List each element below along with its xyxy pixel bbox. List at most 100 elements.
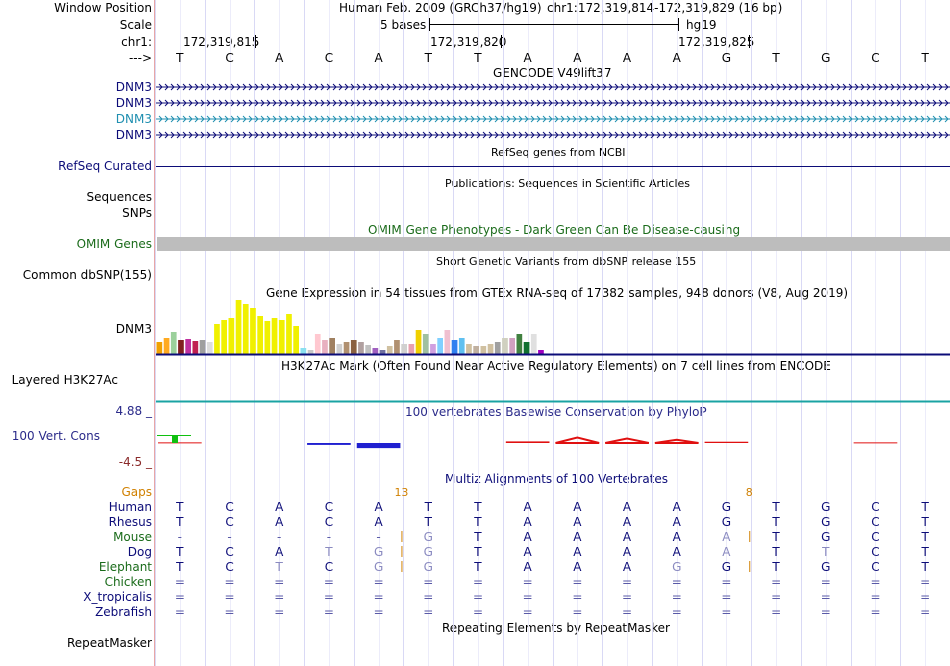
gencode-track-title: GENCODE V49lift37 [493,66,612,80]
multiz-aligned-base: = [721,605,731,619]
gtex-tissue-bar [473,346,479,354]
base-letter: A [374,51,383,65]
gtex-tissue-bar [444,330,451,354]
gtex-tissue-bar [156,342,163,354]
gtex-tissue-bar [192,341,199,354]
publications-track-title: Publications: Sequences in Scientific Ar… [445,177,690,190]
base-letter: A [275,51,284,65]
multiz-aligned-base: T [920,560,929,574]
gtex-tissue-bar [523,342,530,354]
base-letter: C [871,51,879,65]
species-label-zebrafish[interactable]: Zebrafish [95,605,152,619]
base-letter: A [673,51,682,65]
multiz-aligned-base: A [623,560,632,574]
multiz-gap-count: 13 [394,486,408,499]
species-label-xtropicalis[interactable]: X_tropicalis [83,590,152,604]
multiz-aligned-base: T [771,530,780,544]
multiz-aligned-base: T [771,500,780,514]
gencode-item-label[interactable]: DNM3 [115,80,152,94]
gencode-item-label[interactable]: DNM3 [115,96,152,110]
multiz-aligned-base: = [225,590,235,604]
publications-sequences-label[interactable]: Sequences [86,190,152,204]
multiz-aligned-base: A [673,500,682,514]
phylop-track-label[interactable]: 100 Vert. Cons [11,429,100,443]
gtex-tissue-bar [206,342,213,354]
gtex-tissue-bar [214,324,220,354]
species-label-dog[interactable]: Dog [127,545,152,559]
base-letter: T [771,51,780,65]
dbsnp-track-label[interactable]: Common dbSNP(155) [22,268,152,282]
multiz-aligned-base: A [524,500,533,514]
multiz-aligned-base: = [572,605,582,619]
species-label-chicken[interactable]: Chicken [104,575,152,589]
multiz-aligned-base: G [672,560,681,574]
gtex-tissue-bar [422,334,429,354]
multiz-aligned-base: = [175,590,185,604]
multiz-aligned-base: A [524,515,533,529]
base-letter: A [573,51,582,65]
phylop-score-mark [654,438,699,444]
publications-snps-label[interactable]: SNPs [122,206,152,220]
multiz-aligned-base: T [920,530,929,544]
omim-track-label[interactable]: OMIM Genes [76,237,152,251]
gtex-tissue-bar [235,300,242,354]
multiz-aligned-base: A [524,545,533,559]
phylop-score-mark [555,436,600,444]
gtex-tissue-bar [250,308,256,354]
multiz-aligned-base: = [771,590,781,604]
phylop-score-mark [604,437,650,444]
gtex-tissue-bar [372,348,379,354]
h3k27ac-track-label[interactable]: Layered H3K27Ac [11,373,118,387]
multiz-aligned-base: A [524,560,533,574]
multiz-aligned-base: A [673,545,682,559]
multiz-aligned-base: = [622,590,632,604]
gencode-item-label[interactable]: DNM3 [115,112,152,126]
gencode-item-label[interactable]: DNM3 [115,128,152,142]
species-label-elephant[interactable]: Elephant [98,560,152,574]
species-label-mouse[interactable]: Mouse [113,530,152,544]
multiz-aligned-base: = [572,590,582,604]
refseq-track-title: RefSeq genes from NCBI [491,146,626,159]
coord-tick-label: 172,319,825 [678,35,755,49]
multiz-aligned-base: G [424,530,433,544]
multiz-aligned-base: - [227,530,231,544]
phylop-score-mark [704,441,749,443]
multiz-aligned-base: - [178,530,182,544]
gaps-label: Gaps [121,485,152,499]
gtex-tissue-bar [343,342,350,354]
multiz-aligned-base: C [871,545,879,559]
repeatmasker-track-label[interactable]: RepeatMasker [66,636,152,650]
multiz-aligned-base: = [324,590,334,604]
refseq-track-label[interactable]: RefSeq Curated [58,159,152,173]
multiz-aligned-base: T [175,500,184,514]
multiz-aligned-base: = [225,605,235,619]
gtex-gene-label[interactable]: DNM3 [115,322,152,336]
assembly-title: Human Feb. 2009 (GRCh37/hg19) [339,1,542,15]
strand-label: ---> [128,51,152,65]
omim-track-title: OMIM Gene Phenotypes - Dark Green Can Be… [368,223,741,237]
multiz-aligned-base: A [573,545,582,559]
gtex-tissue-bar [494,342,501,354]
gtex-tissue-bar [300,348,307,354]
multiz-aligned-base: C [325,500,333,514]
multiz-aligned-base: = [821,575,831,589]
multiz-aligned-base: T [920,515,929,529]
species-label-human[interactable]: Human [108,500,152,514]
multiz-aligned-base: = [523,590,533,604]
multiz-aligned-base: = [324,605,334,619]
gencode-strand-chevrons [158,83,949,91]
multiz-aligned-base: T [473,500,482,514]
multiz-aligned-base: A [275,515,284,529]
species-label-rhesus[interactable]: Rhesus [108,515,152,529]
multiz-track-title: Multiz Alignments of 100 Vertebrates [445,472,669,486]
multiz-aligned-base: = [423,590,433,604]
base-letter: A [623,51,632,65]
multiz-aligned-base: = [672,575,682,589]
gtex-tissue-bar [538,350,544,354]
multiz-aligned-base: T [920,500,929,514]
gtex-tissue-bar [185,339,191,354]
multiz-aligned-base: A [275,545,284,559]
multiz-aligned-base: = [523,575,533,589]
multiz-aligned-base: = [175,605,185,619]
